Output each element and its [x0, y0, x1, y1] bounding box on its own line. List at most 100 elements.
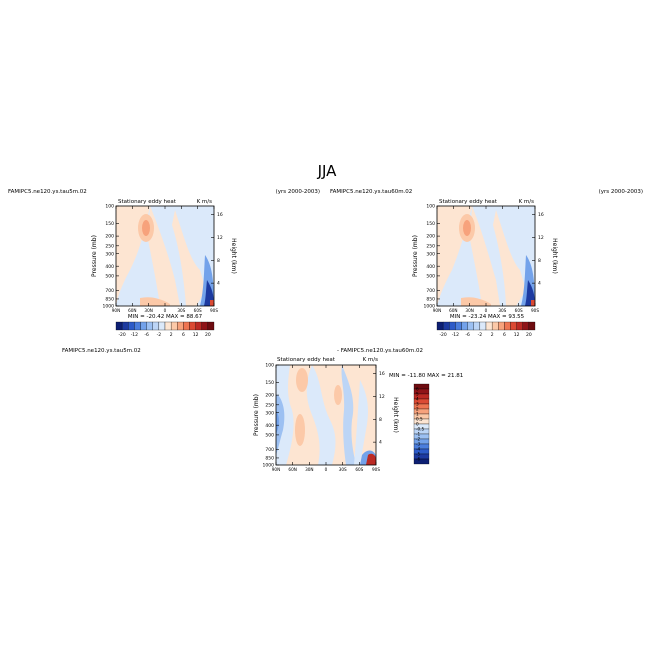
x-tick-label: 90N [112, 308, 120, 313]
colorbar-box [461, 321, 468, 331]
y2-tick-label: 8 [217, 258, 220, 264]
colorbar-label: -20 [118, 332, 125, 338]
y-tick-label: 100 [105, 204, 114, 210]
colorbar-label: 3 [416, 402, 419, 407]
colorbar-label: 5 [416, 392, 419, 397]
x-tick-label: 30S [339, 467, 347, 472]
colorbar-label: -6 [144, 332, 149, 338]
colorbar-label: -20 [439, 332, 446, 338]
y-tick-label: 700 [265, 447, 274, 453]
colorbar-box [207, 321, 215, 331]
colorbar-label: 12 [193, 332, 199, 338]
y-tick-label: 300 [426, 251, 435, 257]
colorbar-label: 12 [514, 332, 520, 338]
y-tick-label: 500 [265, 432, 274, 438]
y2-tick-label: 16 [217, 212, 223, 218]
colorbar-box [177, 321, 184, 331]
x-tick-label: 90N [272, 467, 280, 472]
colorbar-label: 0.5 [416, 417, 423, 422]
y-tick-label: 150 [426, 221, 435, 227]
colorbar-label: -2 [416, 437, 421, 442]
colorbar-box [140, 321, 147, 331]
panel-3-x-ticks: 90N 60N 30N 0 30S 60S 90S [272, 365, 380, 472]
colorbar-box [158, 321, 166, 331]
colorbar-label: 0 [416, 422, 419, 427]
y2-tick-label: 4 [217, 281, 220, 287]
colorbar-box [467, 321, 474, 331]
colorbar-label: -6 [465, 332, 470, 338]
panel-3-y2-ticks: 16 12 8 4 [373, 371, 385, 446]
colorbar-box [134, 321, 141, 331]
x-tick-label: 60S [515, 308, 523, 313]
panel-3-units: K m/s [363, 357, 379, 363]
y-tick-label: 400 [105, 264, 114, 270]
y2-tick-label: 16 [538, 212, 544, 218]
panel-1: FAMIPC5.ne120.ys.tau5m.02 (yrs 2000-2003… [8, 189, 320, 338]
colorbar-label: -6 [416, 457, 421, 462]
colorbar-label: 4 [416, 397, 419, 402]
colorbar-box [479, 321, 487, 331]
colorbar-label: -12 [452, 332, 459, 338]
colorbar-box [115, 321, 123, 331]
panel-1-left-title: FAMIPC5.ne120.ys.tau5m.02 [8, 189, 87, 195]
y2-tick-label: 8 [538, 258, 541, 264]
panel-2-y2label: Height (km) [551, 238, 558, 274]
colorbar-label: -1 [416, 432, 421, 437]
y-tick-label: 1000 [424, 304, 436, 310]
x-tick-label: 90S [372, 467, 380, 472]
y-tick-label: 1000 [263, 463, 275, 469]
y2-tick-label: 12 [217, 235, 223, 241]
y-tick-label: 250 [105, 243, 114, 249]
x-tick-label: 30S [177, 308, 185, 313]
x-tick-label: 60S [355, 467, 363, 472]
colorbar-label: -5 [416, 452, 421, 457]
y-tick-label: 100 [265, 363, 274, 369]
colorbar-box [473, 321, 481, 331]
x-tick-label: 60N [449, 308, 457, 313]
colorbar-box [183, 321, 190, 331]
panel-2-subtitle: Stationary eddy heat [439, 199, 498, 205]
colorbar-box [498, 321, 505, 331]
colorbar-label: 20 [526, 332, 532, 338]
colorbar-box [201, 321, 209, 331]
colorbar-label: 6 [416, 387, 419, 392]
colorbar-label: -12 [131, 332, 138, 338]
y-tick-label: 250 [426, 243, 435, 249]
y2-tick-label: 16 [379, 371, 385, 377]
colorbar-box [436, 321, 444, 331]
panel-1-colorbar: -20 -12 -6 -2 2 6 12 20 [115, 321, 215, 338]
colorbar-box [146, 321, 153, 331]
figure-title: JJA [317, 162, 338, 180]
panel-2-left-title: FAMIPC5.ne120.ys.tau60m.02 [330, 189, 412, 195]
panel-2-right-title: (yrs 2000-2003) [599, 189, 643, 195]
panel-1-units: K m/s [197, 199, 213, 205]
panel-3-stats: MIN = -11.80 MAX = 21.81 [389, 373, 463, 379]
colorbar-box [449, 321, 456, 331]
colorbar-box [504, 321, 511, 331]
y-tick-label: 850 [105, 297, 114, 303]
x-tick-label: 30S [498, 308, 506, 313]
x-tick-label: 60N [128, 308, 136, 313]
y2-tick-label: 4 [379, 440, 382, 446]
x-tick-label: 30N [465, 308, 473, 313]
x-tick-label: 90S [531, 308, 539, 313]
colorbar-label: 6 [182, 332, 185, 338]
panel-1-x-ticks: 90N 60N 30N 0 30S 60S 90S [112, 206, 218, 313]
panel-3-ylabel: Pressure (mb) [253, 394, 260, 436]
colorbar-label: 1 [416, 412, 419, 417]
colorbar-label: 6 [503, 332, 506, 338]
panel-3-field [275, 364, 377, 466]
panel-2-units: K m/s [519, 199, 535, 205]
x-tick-label: 30N [144, 308, 152, 313]
panel-3: FAMIPC5.ne120.ys.tau5m.02 - FAMIPC5.ne12… [62, 348, 463, 472]
y2-tick-label: 12 [379, 394, 385, 400]
panel-3-subtitle: Stationary eddy heat [277, 357, 336, 363]
panel-1-ylabel: Pressure (mb) [91, 235, 98, 277]
y-tick-label: 100 [426, 204, 435, 210]
panel-1-y2-ticks: 16 12 8 4 [211, 212, 223, 287]
colorbar-box [413, 458, 430, 465]
panel-2-stats: MIN = -23.24 MAX = 93.55 [450, 314, 525, 320]
x-tick-label: 90N [433, 308, 441, 313]
